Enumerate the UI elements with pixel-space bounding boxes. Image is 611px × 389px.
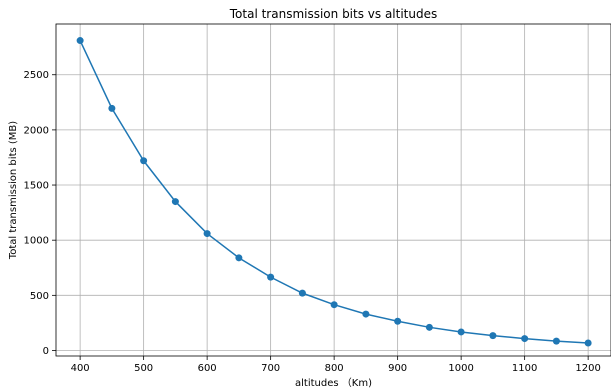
y-tick-label: 1500 <box>24 181 49 192</box>
y-tick-label: 2000 <box>24 125 49 136</box>
data-point <box>362 310 370 318</box>
x-tick-label: 800 <box>325 363 344 374</box>
data-point <box>108 104 116 112</box>
x-tick-label: 500 <box>134 363 153 374</box>
series-points <box>76 37 592 347</box>
x-tick-label: 600 <box>198 363 217 374</box>
y-tick-label: 500 <box>30 291 49 302</box>
data-point <box>171 198 179 206</box>
data-point <box>521 335 529 343</box>
x-tick-label: 700 <box>261 363 280 374</box>
grid <box>56 24 611 356</box>
axis-ticks: 400 500 600 700 800 900 1000 1100 1200 0 500 1000 15… <box>24 70 601 374</box>
data-point <box>203 230 211 238</box>
data-point <box>140 157 148 165</box>
data-point <box>489 332 497 340</box>
data-point <box>394 317 402 325</box>
plot-frame <box>55 23 611 357</box>
x-tick-label: 1000 <box>448 363 473 374</box>
data-point <box>552 337 560 345</box>
x-tick-label: 1100 <box>512 363 537 374</box>
data-point <box>584 339 592 347</box>
y-tick-label: 0 <box>43 346 49 357</box>
y-tick-label: 2500 <box>24 70 49 81</box>
data-point <box>235 254 243 262</box>
data-point <box>76 37 84 45</box>
x-tick-label: 900 <box>388 363 407 374</box>
y-axis-label: Total transmission bits (MB) <box>8 121 19 260</box>
data-point <box>457 328 465 336</box>
y-tick-label: 1000 <box>24 236 49 247</box>
data-point <box>298 289 306 297</box>
data-point <box>425 323 433 331</box>
x-tick-label: 400 <box>71 363 90 374</box>
data-point <box>330 301 338 309</box>
data-point <box>267 273 275 281</box>
x-axis-label: altitudes （Km) <box>295 377 372 389</box>
x-tick-label: 1200 <box>575 363 600 374</box>
chart-title: Total transmission bits vs altitudes <box>229 7 438 21</box>
